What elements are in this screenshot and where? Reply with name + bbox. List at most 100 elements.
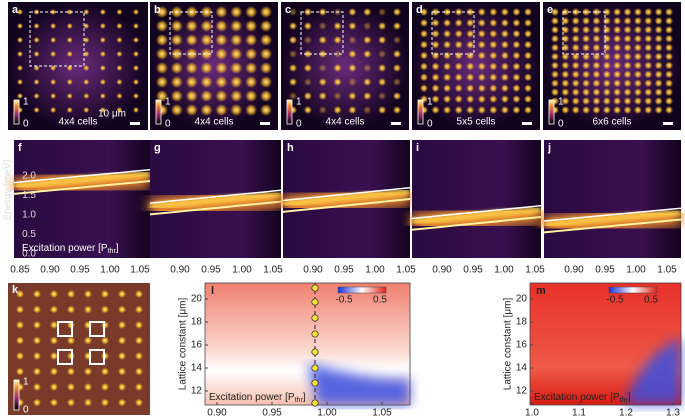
lattice-spot xyxy=(592,97,601,106)
lattice-spot xyxy=(118,398,126,407)
spectrum-image xyxy=(544,140,681,258)
lattice-spot xyxy=(582,88,591,97)
x-axis-label-part: thr xyxy=(620,397,629,404)
colorbar xyxy=(13,379,20,411)
sample-point xyxy=(311,314,319,322)
lattice-spot xyxy=(84,398,92,407)
lattice-spot xyxy=(200,76,213,88)
lattice-spot xyxy=(633,43,642,52)
lattice-spot xyxy=(50,352,58,360)
lattice-spot xyxy=(378,106,387,114)
lattice-spot xyxy=(83,9,90,15)
lattice-spot xyxy=(215,104,228,116)
lattice-spot xyxy=(561,106,570,114)
negative-region xyxy=(307,363,410,405)
roi-box xyxy=(29,11,85,67)
lattice-spot xyxy=(50,51,57,57)
lattice-spot xyxy=(420,51,428,60)
lattice-spot xyxy=(551,43,559,52)
lattice-spot xyxy=(512,62,521,71)
lattice-spot xyxy=(116,9,123,15)
map-frame xyxy=(204,282,411,406)
lattice-spot xyxy=(613,52,622,61)
colorbar-max: 0.5 xyxy=(373,295,387,306)
lattice-spot xyxy=(623,88,632,97)
lattice-spot xyxy=(443,62,452,71)
lattice-spot xyxy=(33,352,41,360)
lattice-spot xyxy=(318,36,327,44)
lattice-spot xyxy=(378,64,387,72)
negative-region xyxy=(623,338,681,405)
lattice-spot xyxy=(303,78,312,86)
lattice-spot xyxy=(200,20,213,32)
colorbar-min: -0.5 xyxy=(606,295,624,306)
lattice-spot xyxy=(420,84,428,93)
colorbar xyxy=(608,286,658,294)
lattice-spot xyxy=(500,73,509,82)
x-axis-label-part: thr xyxy=(295,397,304,404)
lattice-spot xyxy=(644,34,653,43)
lattice-spot xyxy=(431,51,440,60)
lattice-spot xyxy=(50,321,58,329)
lattice-spot xyxy=(393,36,401,44)
lattice-spot xyxy=(318,78,327,86)
lattice-spot xyxy=(135,352,143,360)
lattice-spot xyxy=(133,37,139,43)
unit-cell xyxy=(89,321,105,337)
lattice-spot xyxy=(215,90,228,102)
lattice-spot xyxy=(633,88,642,97)
emission-band xyxy=(149,200,282,216)
panel-label: i xyxy=(416,142,419,154)
lattice-spot xyxy=(156,20,168,32)
lattice-spot xyxy=(17,9,23,15)
lattice-spot xyxy=(378,36,387,44)
lattice-spot xyxy=(230,62,243,74)
sample-point xyxy=(311,379,319,387)
lattice-spot xyxy=(613,61,622,70)
lattice-spot xyxy=(551,16,559,25)
emission-band xyxy=(543,207,682,222)
lattice-spot xyxy=(454,106,463,114)
lattice-spot xyxy=(378,8,387,16)
x-tick-label: 1.3 xyxy=(666,408,680,419)
lattice-spot xyxy=(512,84,521,93)
lattice-spot xyxy=(524,29,532,38)
lattice-spot xyxy=(613,25,622,34)
lattice-spot xyxy=(665,97,673,106)
lattice-spot xyxy=(215,6,228,18)
lattice-spot xyxy=(16,336,24,345)
lattice-spot xyxy=(524,73,532,82)
lattice-spot xyxy=(551,52,559,61)
lattice-spot xyxy=(116,37,123,43)
lattice-spot xyxy=(582,8,591,16)
lattice-spot xyxy=(582,34,591,43)
lattice-spot xyxy=(524,8,532,16)
emission-band xyxy=(282,188,411,208)
lattice-spot xyxy=(185,20,198,32)
colorbar-min: 0 xyxy=(165,119,171,130)
lattice-spot xyxy=(33,93,40,99)
lattice-spot xyxy=(101,336,109,345)
lattice-spot xyxy=(348,8,357,16)
lattice-spot xyxy=(363,106,372,114)
lattice-spot xyxy=(156,76,168,88)
caption: 4x4 cells xyxy=(195,117,234,128)
lattice-spot xyxy=(654,25,663,34)
lattice-spot xyxy=(245,90,258,102)
colorbar-max: 1 xyxy=(427,97,433,108)
lattice-spot xyxy=(66,51,73,57)
lattice-spot xyxy=(17,65,23,71)
lattice-spot xyxy=(185,90,198,102)
emission-band xyxy=(13,180,151,195)
x-tick-label: 0.95 xyxy=(463,265,483,276)
y-tick-label: 12 xyxy=(516,386,528,397)
x-tick-label: 0.90 xyxy=(207,408,227,419)
lattice-spot xyxy=(602,52,611,61)
lattice-spot xyxy=(431,73,440,82)
lattice-spot xyxy=(500,95,509,104)
lattice-spot xyxy=(200,90,213,102)
lattice-spot xyxy=(17,37,23,43)
lattice-spot xyxy=(348,36,357,44)
lattice-spot xyxy=(431,29,440,38)
